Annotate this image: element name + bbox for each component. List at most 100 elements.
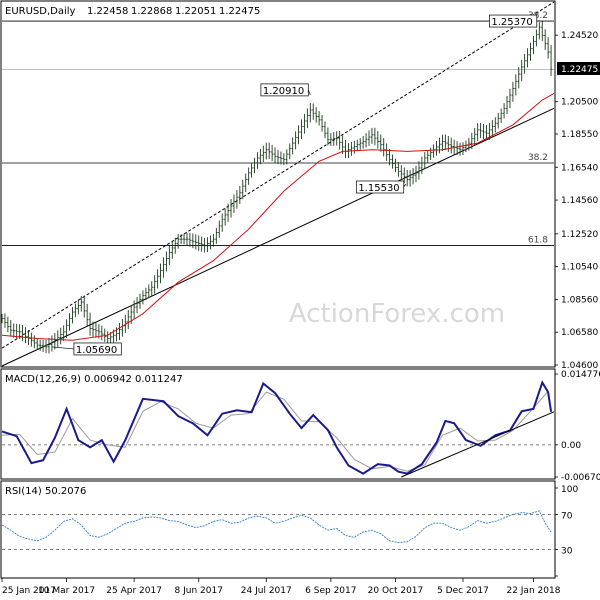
price-bar: [165, 251, 168, 272]
watermark: ActionForex.com: [289, 299, 505, 329]
price-bar: [15, 323, 18, 339]
price-bar: [400, 165, 403, 181]
price-bar: [197, 235, 201, 251]
price-bar: [414, 165, 418, 183]
x-tick-label: 6 Sep 2017: [305, 586, 356, 596]
price-bar: [62, 325, 65, 342]
x-tick-label: 22 Jan 2018: [506, 586, 560, 596]
price-bar: [493, 117, 497, 133]
price-bar: [511, 81, 515, 102]
macd-y-label: 0.014776: [561, 370, 600, 380]
price-bar: [253, 157, 256, 174]
price-bar: [361, 135, 365, 149]
price-bar: [379, 134, 383, 152]
fib-label-0: 38.2: [528, 11, 548, 21]
price-bar: [285, 149, 289, 165]
price-bar: [138, 293, 142, 309]
rsi-y-label: 70: [561, 511, 573, 521]
x-tick-label: 24 Jul 2017: [241, 586, 292, 596]
price-bar: [132, 300, 136, 319]
annotation-box: [73, 342, 122, 356]
x-tick-label: 25 Jan 2017: [2, 586, 56, 596]
price-y-label: 1.14560: [561, 196, 598, 206]
price-bar: [373, 127, 377, 146]
price-bar: [121, 318, 124, 337]
price-bar: [505, 95, 509, 115]
price-bar: [382, 138, 386, 157]
annotation-label: 1.15530: [358, 183, 399, 194]
price-bar: [153, 275, 156, 294]
price-annotation-1: 1.20910: [260, 83, 311, 97]
price-bar: [520, 59, 524, 82]
price-bar: [391, 154, 394, 169]
price-bar: [549, 45, 553, 77]
price-bar: [88, 312, 92, 336]
price-bar: [247, 167, 250, 185]
price-bar: [71, 307, 74, 324]
price-bar: [332, 132, 336, 146]
price-bar: [203, 237, 206, 253]
price-bar: [244, 173, 248, 193]
price-bar: [59, 327, 63, 345]
annotation-label: 1.25370: [491, 17, 532, 28]
last-price-label: 1.22475: [561, 65, 598, 75]
price-bar: [291, 137, 294, 155]
price-bar: [420, 156, 424, 175]
price-bar: [220, 213, 224, 232]
price-bar: [323, 121, 327, 139]
price-bar: [215, 227, 218, 244]
price-bar: [535, 29, 538, 47]
macd-y-label: -0.006705: [561, 473, 600, 483]
price-bar: [200, 236, 203, 252]
price-trend-line-0: [1, 107, 555, 367]
price-bar: [294, 131, 297, 150]
price-bar: [464, 140, 468, 153]
x-tick-label: 20 Oct 2017: [368, 586, 424, 596]
macd-title: MACD(12,26,9) 0.006942 0.011247: [5, 374, 183, 385]
rsi-title: RSI(14) 50.2076: [5, 486, 86, 497]
price-bar: [162, 257, 165, 278]
price-bar: [411, 167, 415, 185]
price-panel-frame: [0, 0, 556, 368]
price-bar: [540, 21, 544, 42]
price-y-label: 1.10540: [561, 263, 598, 273]
price-bar: [191, 233, 195, 249]
rsi-y-label: 30: [561, 547, 573, 557]
price-bar: [79, 295, 83, 312]
price-bar: [470, 132, 474, 149]
price-bar: [259, 148, 262, 165]
price-bar: [150, 281, 154, 296]
price-bar: [147, 284, 151, 299]
annotation-label: 1.20910: [263, 86, 304, 97]
price-bar: [82, 295, 86, 318]
price-bar: [529, 42, 532, 61]
price-bar: [297, 125, 300, 145]
price-bar: [517, 66, 521, 89]
price-bar: [223, 208, 227, 226]
price-bar: [32, 335, 36, 349]
axis-layer: 1.24520 1.22475 1.20500 1.18550 1.16540 1.145…: [1, 31, 600, 596]
price-bar: [508, 88, 512, 108]
price-bar: [270, 144, 274, 162]
price-bar: [44, 339, 48, 354]
price-bar: [135, 296, 139, 314]
price-bar: [185, 233, 189, 246]
price-bar: [77, 299, 80, 315]
price-bar: [156, 269, 159, 289]
price-annotation-2: 1.15530: [355, 180, 407, 194]
fib-label-2: 61.8: [528, 235, 548, 245]
price-bar: [320, 115, 324, 132]
price-bar: [159, 263, 162, 284]
macd-trend-line-0: [401, 411, 555, 478]
price-bar: [499, 108, 503, 124]
price-bar: [314, 107, 318, 123]
price-bar: [432, 144, 435, 158]
price-bar: [514, 74, 518, 96]
price-bar: [144, 287, 148, 301]
price-bar: [385, 143, 388, 161]
x-tick-label: 25 Apr 2017: [106, 586, 162, 596]
last-price-badge: [557, 61, 600, 75]
price-bar: [21, 324, 24, 342]
price-trend-line-1: [1, 1, 555, 349]
